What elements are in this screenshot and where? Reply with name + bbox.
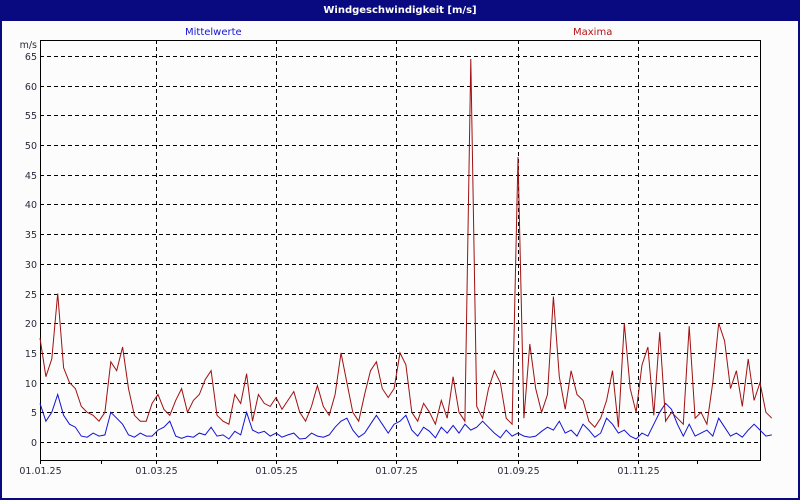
legend-mean: Mittelwerte: [185, 27, 242, 38]
y-tick-label: 5: [31, 408, 37, 419]
y-tick-label: 20: [25, 319, 37, 330]
x-tick-label: 01.11.25: [617, 466, 659, 477]
y-tick-label: 65: [25, 52, 37, 63]
y-tick-label: 55: [25, 111, 37, 122]
y-tick-label: 50: [25, 141, 37, 152]
y-tick-label: 15: [25, 349, 37, 360]
x-tick-label: 01.09.25: [497, 466, 539, 477]
y-tick-label: 40: [25, 200, 37, 211]
y-tick-label: 10: [25, 379, 37, 390]
series-mean-line: [39, 392, 772, 440]
plot-frame: [40, 40, 761, 461]
chart-title: Windgeschwindigkeit [m/s]: [2, 2, 798, 21]
y-tick-label: 45: [25, 171, 37, 182]
y-tick-label: 60: [25, 82, 37, 93]
series-max-line: [39, 58, 773, 428]
x-tick-label: 01.07.25: [375, 466, 417, 477]
x-tick-label: 01.03.25: [135, 466, 177, 477]
x-tick-label: 01.01.25: [19, 466, 61, 477]
y-tick-label: 35: [25, 230, 37, 241]
x-tick-label: 01.05.25: [255, 466, 297, 477]
y-tick-label: 25: [25, 290, 37, 301]
y-tick-label: 30: [25, 260, 37, 271]
legend-max: Maxima: [573, 27, 613, 38]
y-tick-label: 0: [31, 438, 37, 449]
y-axis-unit: m/s: [20, 40, 37, 51]
